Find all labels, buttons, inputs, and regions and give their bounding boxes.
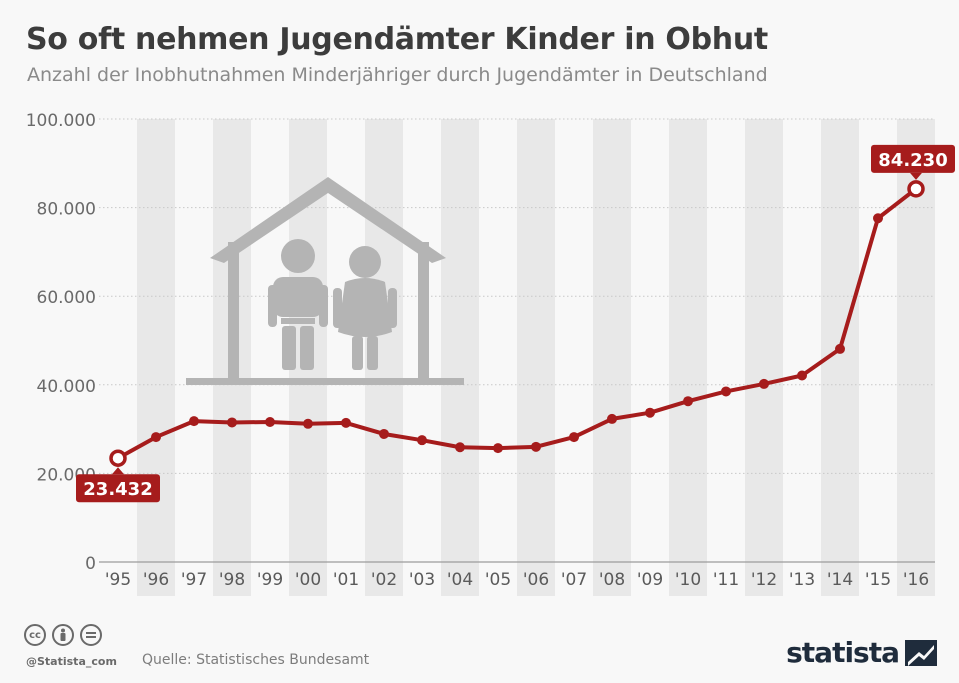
x-tick-label: '08 xyxy=(599,570,625,590)
data-label-text: 23.432 xyxy=(83,479,152,500)
data-point-marker xyxy=(907,180,925,198)
y-tick-label: 0 xyxy=(85,554,96,574)
x-tick-label: '97 xyxy=(181,570,207,590)
x-tick-label: '01 xyxy=(333,570,359,590)
x-tick-label: '09 xyxy=(637,570,663,590)
data-point xyxy=(645,407,655,418)
license-icons: cc xyxy=(24,624,102,646)
series-line xyxy=(109,180,925,467)
data-point xyxy=(873,213,883,224)
annotations: 23.432 84.230 xyxy=(76,144,955,503)
x-tick-label: '14 xyxy=(827,570,853,590)
band xyxy=(669,119,707,596)
data-point xyxy=(607,413,617,424)
data-point-marker xyxy=(109,449,127,467)
x-tick-label: '15 xyxy=(865,570,891,590)
x-tick-label: '11 xyxy=(713,570,739,590)
data-point xyxy=(493,443,503,454)
brand-name: statista xyxy=(786,636,900,669)
gridlines xyxy=(99,118,935,563)
x-tick-label: '95 xyxy=(105,570,131,590)
house-children-icon xyxy=(186,177,464,385)
data-point xyxy=(341,417,351,428)
data-label-pointer xyxy=(910,172,922,180)
x-tick-label: '98 xyxy=(219,570,245,590)
data-label-box xyxy=(76,474,160,503)
data-point xyxy=(265,417,275,428)
data-point xyxy=(189,416,199,427)
data-point xyxy=(721,386,731,397)
data-point xyxy=(683,396,693,407)
y-tick-label: 100.000 xyxy=(26,111,96,131)
x-tick-label: '99 xyxy=(257,570,283,590)
x-tick-label: '04 xyxy=(447,570,473,590)
data-point xyxy=(835,343,845,354)
data-point xyxy=(379,428,389,439)
x-tick-label: '03 xyxy=(409,570,435,590)
y-tick-label: 80.000 xyxy=(37,200,96,220)
data-point xyxy=(531,441,541,452)
x-tick-label: '05 xyxy=(485,570,511,590)
band xyxy=(517,119,555,596)
chart-subtitle: Anzahl der Inobhutnahmen Minderjähriger … xyxy=(27,64,768,86)
statista-logo: statista xyxy=(786,636,937,669)
alternating-bands xyxy=(137,119,935,596)
source-note: Quelle: Statistisches Bundesamt xyxy=(142,652,370,668)
x-axis: '95 '96 '97 '98 '99 '00 '01 '02 '03 '04 '05 '06 '07 '… xyxy=(105,570,929,590)
statista-mark-icon xyxy=(905,639,937,666)
data-point xyxy=(417,435,427,446)
x-tick-label: '96 xyxy=(143,570,169,590)
y-tick-label: 40.000 xyxy=(37,377,96,397)
data-point xyxy=(227,417,237,428)
x-tick-label: '16 xyxy=(903,570,929,590)
series-path xyxy=(116,186,918,461)
band xyxy=(137,119,175,596)
attribution-icon xyxy=(52,624,74,646)
data-point xyxy=(151,432,161,443)
data-label: 84.230 xyxy=(871,144,955,180)
data-point xyxy=(569,432,579,443)
band xyxy=(441,119,479,596)
x-tick-label: '07 xyxy=(561,570,587,590)
data-point xyxy=(797,370,807,381)
x-tick-label: '12 xyxy=(751,570,777,590)
cc-icon: cc xyxy=(24,624,46,646)
chart-title: So oft nehmen Jugendämter Kinder in Obhu… xyxy=(26,22,768,57)
y-tick-label: 60.000 xyxy=(37,288,96,308)
x-tick-label: '10 xyxy=(675,570,701,590)
data-label-text: 84.230 xyxy=(878,150,947,171)
x-tick-label: '00 xyxy=(295,570,321,590)
statista-handle: @Statista_com xyxy=(26,655,117,668)
data-label: 23.432 xyxy=(76,467,160,503)
x-tick-label: '13 xyxy=(789,570,815,590)
band xyxy=(745,119,783,596)
data-label-box xyxy=(871,144,955,173)
no-derivatives-icon xyxy=(80,624,102,646)
x-tick-label: '06 xyxy=(523,570,549,590)
x-tick-label: '02 xyxy=(371,570,397,590)
data-point xyxy=(303,418,313,429)
band xyxy=(593,119,631,596)
data-point xyxy=(455,442,465,453)
data-point xyxy=(759,378,769,389)
data-label-pointer xyxy=(112,467,124,475)
